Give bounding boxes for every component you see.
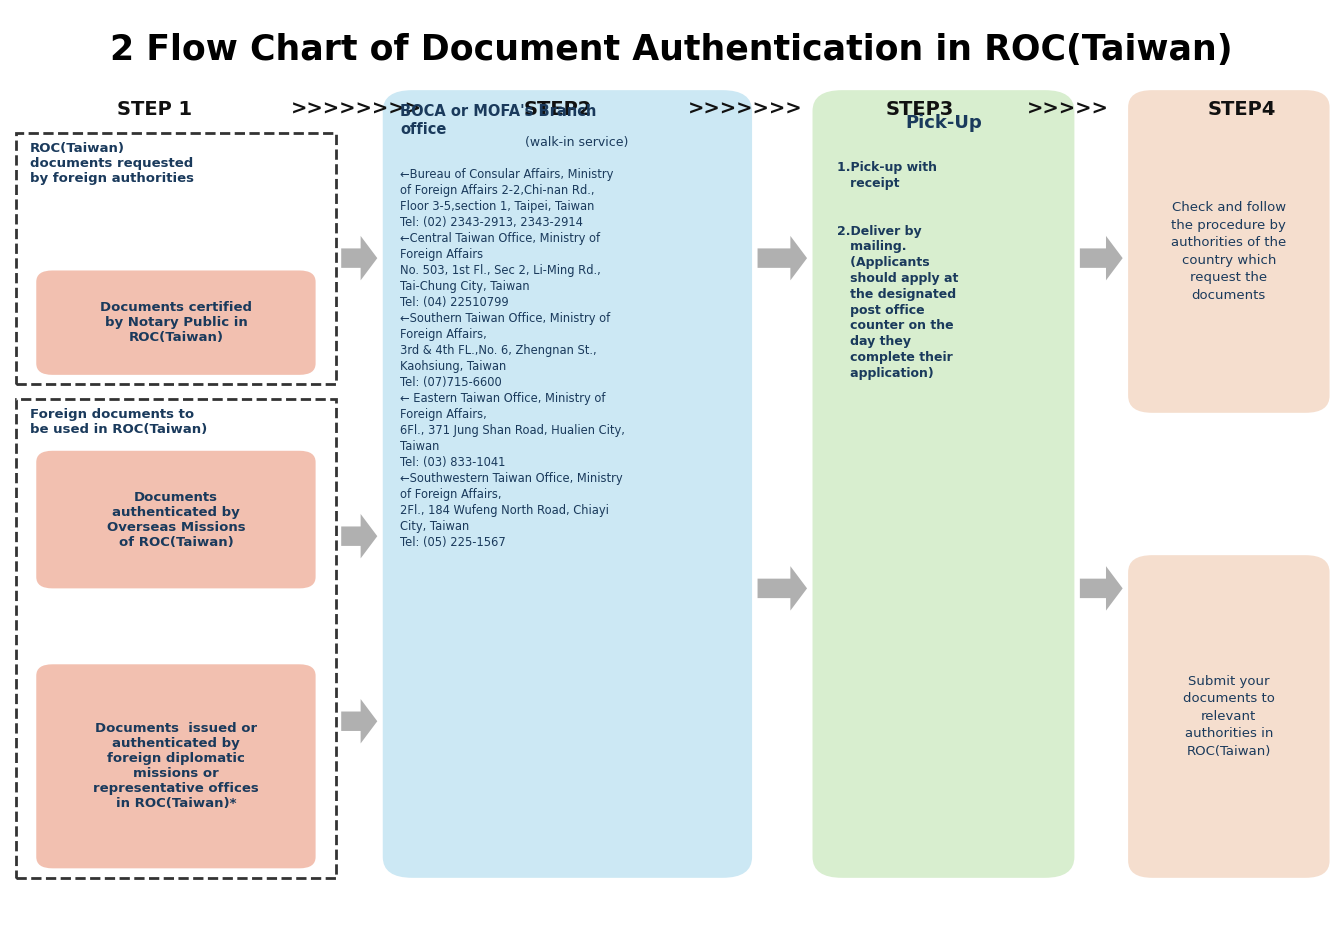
- Text: 2 Flow Chart of Document Authentication in ROC(Taiwan): 2 Flow Chart of Document Authentication …: [110, 33, 1233, 67]
- FancyBboxPatch shape: [1128, 90, 1330, 413]
- Text: Foreign documents to
be used in ROC(Taiwan): Foreign documents to be used in ROC(Taiw…: [30, 408, 207, 437]
- Text: STEP3: STEP3: [886, 100, 954, 119]
- Text: STEP 1: STEP 1: [117, 100, 192, 119]
- Text: Check and follow
the procedure by
authorities of the
country which
request the
d: Check and follow the procedure by author…: [1171, 201, 1287, 302]
- Text: >>>>>: >>>>>: [1027, 100, 1108, 119]
- FancyBboxPatch shape: [36, 451, 316, 588]
- Text: Documents  issued or
authenticated by
foreign diplomatic
missions or
representat: Documents issued or authenticated by for…: [93, 722, 259, 810]
- Text: ROC(Taiwan)
documents requested
by foreign authorities: ROC(Taiwan) documents requested by forei…: [30, 142, 193, 185]
- Text: STEP2: STEP2: [524, 100, 591, 119]
- Text: STEP4: STEP4: [1209, 100, 1276, 119]
- Text: BOCA or MOFA's Branch
office: BOCA or MOFA's Branch office: [400, 104, 596, 138]
- Text: Pick-Up: Pick-Up: [905, 114, 982, 132]
- Text: Submit your
documents to
relevant
authorities in
ROC(Taiwan): Submit your documents to relevant author…: [1183, 675, 1275, 758]
- FancyBboxPatch shape: [36, 664, 316, 868]
- Text: >>>>>>>>: >>>>>>>>: [290, 100, 422, 119]
- FancyBboxPatch shape: [1128, 555, 1330, 878]
- Text: ←Bureau of Consular Affairs, Ministry
of Foreign Affairs 2-2,Chi-nan Rd.,
Floor : ←Bureau of Consular Affairs, Ministry of…: [400, 168, 624, 549]
- Text: Documents certified
by Notary Public in
ROC(Taiwan): Documents certified by Notary Public in …: [99, 301, 252, 344]
- Bar: [16, 399, 336, 878]
- FancyBboxPatch shape: [813, 90, 1074, 878]
- Text: 1.Pick-up with
   receipt


2.Deliver by
   mailing.
   (Applicants
   should ap: 1.Pick-up with receipt 2.Deliver by mail…: [837, 161, 958, 380]
- Text: Documents
authenticated by
Overseas Missions
of ROC(Taiwan): Documents authenticated by Overseas Miss…: [106, 491, 246, 549]
- Text: (walk-in service): (walk-in service): [525, 136, 629, 149]
- Bar: [16, 133, 336, 384]
- FancyBboxPatch shape: [36, 270, 316, 375]
- FancyBboxPatch shape: [383, 90, 752, 878]
- Text: >>>>>>>: >>>>>>>: [688, 100, 803, 119]
